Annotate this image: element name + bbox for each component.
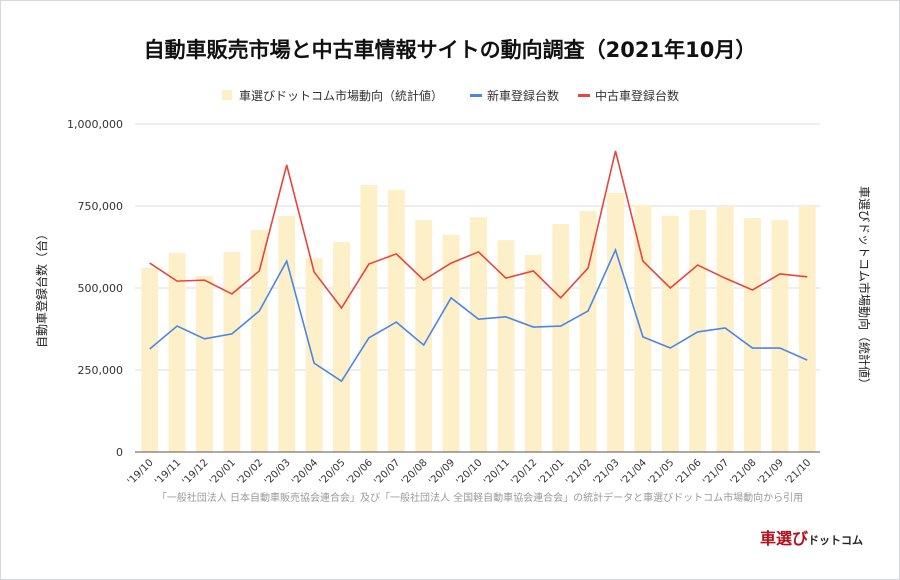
bar: [771, 220, 789, 452]
bar: [442, 234, 460, 452]
y-tick-label: 0: [116, 446, 123, 459]
x-tick-label: '21/03: [592, 457, 622, 487]
x-tick-label: '20/07: [372, 457, 402, 487]
x-tick-label: '21/06: [674, 457, 704, 487]
bar: [360, 185, 378, 452]
x-tick-label: '21/09: [756, 457, 786, 487]
x-tick-label: '21/02: [564, 457, 594, 487]
brand-logo: 車選びドットコム: [760, 525, 863, 549]
bar: [634, 205, 652, 452]
x-tick-label: '21/10: [783, 457, 813, 487]
legend-swatch: [222, 90, 232, 100]
x-tick-label: '20/04: [290, 457, 320, 487]
x-tick-label: '20/09: [427, 457, 457, 487]
y2-axis-title: 車選びドットコム市場動向（統計値）: [857, 186, 872, 390]
series-line: [149, 247, 808, 383]
bar: [607, 192, 624, 452]
y-tick-label: 250,000: [78, 364, 124, 377]
legend-label: 中古車登録台数: [595, 88, 679, 103]
legend-label: 車選びドットコム市場動向（統計値）: [239, 88, 443, 103]
bar: [305, 258, 323, 452]
x-tick-label: '21/08: [729, 457, 759, 487]
x-tick-label: '20/03: [263, 457, 293, 487]
x-tick-label: '20/10: [455, 457, 485, 487]
x-tick-label: '19/12: [181, 457, 211, 487]
x-tick-label: '21/01: [537, 457, 567, 487]
bar: [387, 189, 405, 453]
series-line: [149, 150, 808, 310]
bar: [470, 217, 487, 452]
y-tick-label: 500,000: [78, 282, 124, 295]
x-tick-label: '19/11: [153, 457, 183, 487]
y-tick-label: 750,000: [78, 200, 124, 213]
bar: [223, 251, 241, 452]
legend-swatch: [470, 94, 482, 97]
bar: [661, 215, 679, 452]
bar: [716, 206, 734, 452]
bar: [552, 224, 570, 452]
y-axis-title: 自動車登録台数（台）: [34, 228, 49, 348]
x-tick-label: '21/04: [619, 457, 649, 487]
chart-title: 自動車販売市場と中古車情報サイトの動向調査（2021年10月）: [143, 38, 757, 62]
y-tick-label: 1,000,000: [67, 118, 123, 131]
x-tick-label: '21/05: [646, 457, 676, 487]
bar: [579, 210, 597, 452]
x-tick-label: '20/08: [400, 457, 430, 487]
bar: [278, 215, 296, 452]
legend-label: 新車登録台数: [487, 88, 559, 103]
bar: [689, 209, 707, 452]
logo-main: 車選び: [760, 529, 809, 548]
logo-sub: ドットコム: [808, 534, 864, 547]
x-tick-label: '19/10: [126, 457, 156, 487]
x-tick-label: '20/02: [235, 457, 265, 487]
bar: [744, 218, 761, 452]
legend-swatch: [578, 94, 590, 97]
bar: [524, 254, 542, 452]
bar: [141, 267, 159, 452]
source-note: 「一般社団法人 日本自動車販売協会連合会」及び「一般社団法人 全国軽自動車協会連…: [157, 491, 803, 504]
bar: [333, 242, 350, 452]
bar: [497, 240, 515, 452]
bar: [250, 229, 268, 452]
bar: [798, 206, 816, 452]
bar: [196, 275, 213, 452]
x-tick-label: '20/06: [345, 457, 375, 487]
x-tick-label: '20/01: [208, 457, 238, 487]
x-tick-label: '20/12: [509, 457, 539, 487]
x-tick-label: '20/05: [318, 457, 348, 487]
bar: [168, 252, 186, 452]
x-tick-label: '20/11: [482, 457, 512, 487]
x-tick-label: '21/07: [701, 457, 731, 487]
